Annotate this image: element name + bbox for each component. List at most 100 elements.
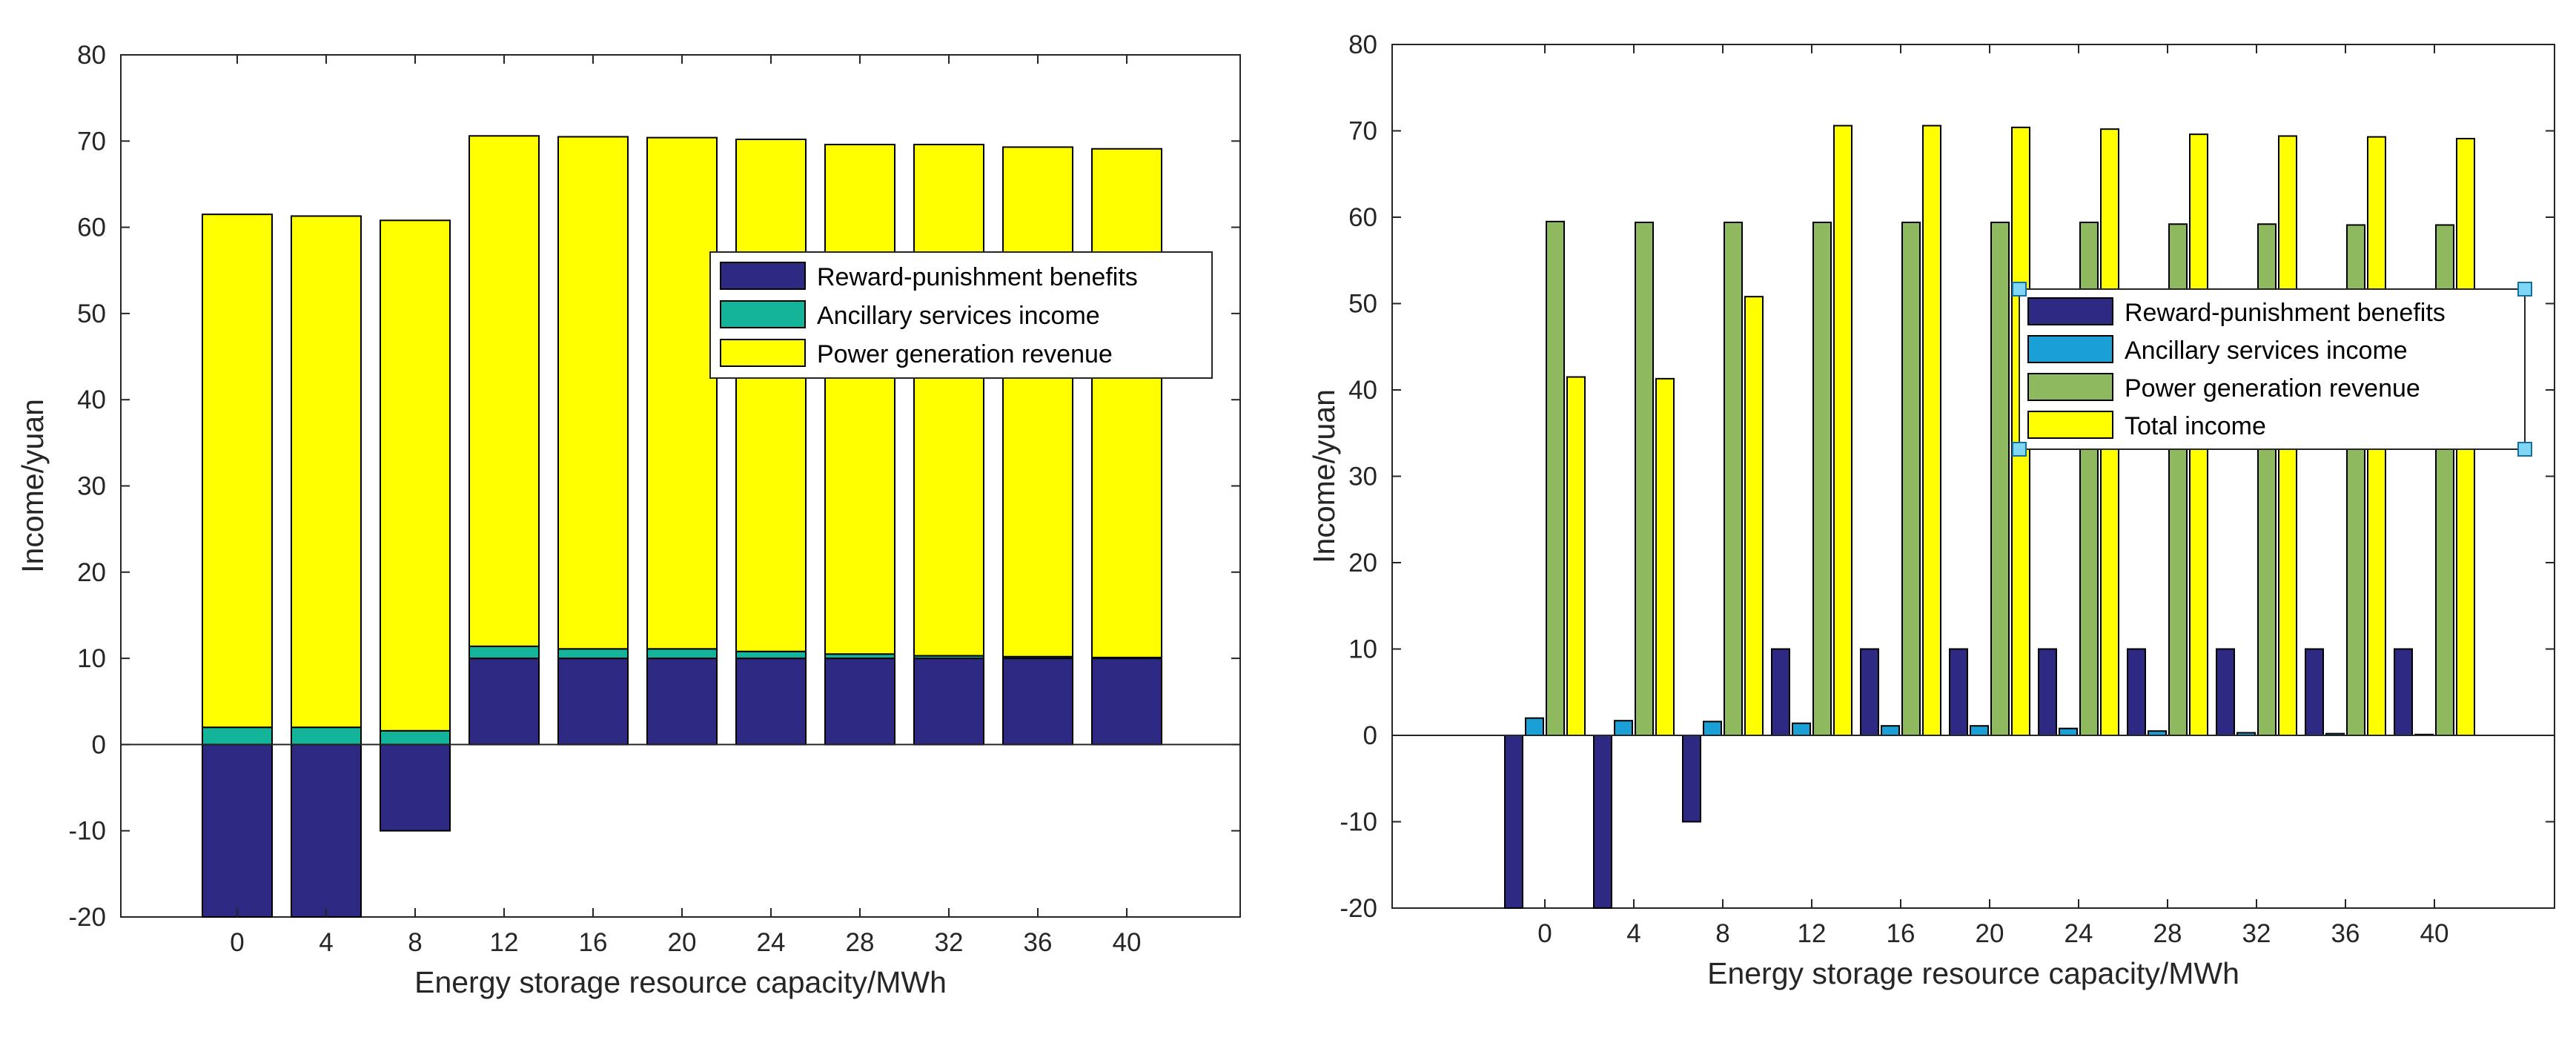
bar-ancillary-services-income-0 — [1525, 717, 1544, 737]
x-tick-label: 32 — [935, 928, 964, 957]
bar-reward-punishment-benefits-12 — [468, 658, 540, 746]
x-tick-label: 4 — [1626, 919, 1640, 948]
bar-power-generation-revenue-8 — [380, 219, 451, 732]
x-tick-label: 24 — [757, 928, 786, 957]
bar-reward-punishment-benefits-8 — [380, 744, 451, 832]
bar-power-generation-revenue-20 — [646, 136, 718, 650]
bar-total-income-12 — [1833, 125, 1852, 736]
legend-swatch-power-generation-revenue — [2027, 373, 2113, 401]
bar-reward-punishment-benefits-28 — [824, 658, 895, 746]
bar-ancillary-services-income-4 — [291, 726, 362, 746]
y-tick-label: -10 — [68, 817, 106, 846]
bar-reward-punishment-benefits-12 — [1771, 648, 1790, 736]
legend-label-ancillary-services-income: Ancillary services income — [2125, 337, 2408, 365]
x-tick-label: 16 — [1887, 919, 1916, 948]
bar-power-generation-revenue-20 — [1990, 221, 2010, 736]
legend-selection-handle — [2012, 282, 2027, 297]
x-tick-label: 0 — [1537, 919, 1552, 948]
y-tick-label: 20 — [77, 558, 106, 587]
bar-power-generation-revenue-0 — [1546, 220, 1565, 736]
y-tick-label: 40 — [77, 385, 106, 414]
x-tick-label: 24 — [2065, 919, 2093, 948]
x-axis-label: Energy storage resource capacity/MWh — [414, 965, 947, 999]
x-tick-label: 20 — [668, 928, 697, 957]
bar-reward-punishment-benefits-0 — [202, 744, 273, 918]
y-tick-label: 70 — [1348, 117, 1377, 146]
bar-power-generation-revenue-36 — [1002, 146, 1073, 658]
x-axis-label: Energy storage resource capacity/MWh — [1707, 956, 2239, 990]
bar-reward-punishment-benefits-40 — [2394, 648, 2413, 736]
bar-total-income-4 — [1655, 377, 1675, 736]
x-tick-label: 32 — [2242, 919, 2271, 948]
bar-reward-punishment-benefits-0 — [1504, 735, 1523, 909]
x-tick-label: 36 — [2331, 919, 2360, 948]
legend-selection-handle — [2517, 442, 2532, 457]
bar-ancillary-services-income-24 — [735, 650, 807, 660]
y-tick-label: 50 — [77, 299, 106, 328]
bar-ancillary-services-income-0 — [202, 726, 273, 746]
y-tick-label: 0 — [1363, 721, 1377, 750]
legend-swatch-reward-punishment-benefits — [2027, 297, 2113, 325]
bar-ancillary-services-income-4 — [1614, 720, 1633, 737]
legend-label-ancillary-services-income: Ancillary services income — [817, 302, 1100, 330]
y-axis-label: Income/yuan — [16, 399, 50, 573]
bar-power-generation-revenue-24 — [735, 138, 807, 652]
legend-selection-handle — [2517, 282, 2532, 297]
bar-reward-punishment-benefits-4 — [291, 744, 362, 918]
legend-selection-handle — [2012, 442, 2027, 457]
y-tick-label: 80 — [1348, 30, 1377, 59]
bar-reward-punishment-benefits-4 — [1593, 735, 1612, 909]
bar-ancillary-services-income-24 — [2059, 727, 2078, 736]
bar-reward-punishment-benefits-36 — [2305, 648, 2324, 736]
bar-power-generation-revenue-16 — [1901, 221, 1921, 736]
bar-ancillary-services-income-8 — [1703, 721, 1722, 736]
y-tick-label: 10 — [77, 644, 106, 673]
legend-label-reward-punishment-benefits: Reward-punishment benefits — [817, 263, 1138, 291]
bar-reward-punishment-benefits-20 — [646, 658, 718, 746]
legend-swatch-power-generation-revenue — [720, 339, 806, 367]
y-axis-label: Income/yuan — [1307, 389, 1341, 563]
bar-ancillary-services-income-20 — [646, 648, 718, 660]
bar-reward-punishment-benefits-8 — [1682, 735, 1701, 823]
y-tick-label: 70 — [77, 127, 106, 156]
bar-power-generation-revenue-16 — [557, 136, 629, 650]
y-tick-label: 80 — [77, 41, 106, 70]
bar-power-generation-revenue-0 — [202, 213, 273, 729]
y-tick-label: 60 — [1348, 203, 1377, 232]
x-tick-label: 12 — [490, 928, 519, 957]
x-tick-label: 0 — [230, 928, 244, 957]
bar-ancillary-services-income-8 — [380, 729, 451, 746]
bar-reward-punishment-benefits-20 — [1949, 648, 1968, 736]
bar-power-generation-revenue-4 — [1635, 221, 1654, 736]
bar-power-generation-revenue-12 — [468, 135, 540, 647]
x-tick-label: 12 — [1798, 919, 1827, 948]
bar-power-generation-revenue-12 — [1812, 221, 1832, 736]
legend-swatch-total-income — [2027, 411, 2113, 439]
bar-ancillary-services-income-16 — [1881, 725, 1900, 736]
bar-total-income-8 — [1744, 296, 1764, 736]
bar-power-generation-revenue-28 — [824, 143, 895, 655]
legend-swatch-ancillary-services-income — [2027, 335, 2113, 363]
right-grouped-bar-chart: -20 -10 0 10 20 30 40 50 60 70 80 0 4 8 12 16 20 24 28 32 36… — [1307, 30, 2555, 990]
legend-label-power-generation-revenue: Power generation revenue — [2125, 374, 2420, 403]
y-tick-label: 20 — [1348, 549, 1377, 577]
bar-power-generation-revenue-40 — [1091, 148, 1162, 658]
bar-ancillary-services-income-12 — [468, 645, 540, 660]
bar-reward-punishment-benefits-16 — [557, 658, 629, 746]
bar-power-generation-revenue-8 — [1724, 221, 1743, 736]
legend-label-power-generation-revenue: Power generation revenue — [817, 340, 1113, 368]
x-tick-label: 28 — [846, 928, 875, 957]
bar-ancillary-services-income-12 — [1792, 722, 1811, 737]
legend-label-reward-punishment-benefits: Reward-punishment benefits — [2125, 299, 2446, 327]
legend-label-total-income: Total income — [2125, 412, 2266, 440]
x-tick-label: 20 — [1976, 919, 2004, 948]
x-tick-label: 8 — [1715, 919, 1729, 948]
bar-reward-punishment-benefits-40 — [1091, 658, 1162, 746]
x-tick-label: 16 — [579, 928, 608, 957]
bar-power-generation-revenue-4 — [291, 215, 362, 729]
legend-swatch-ancillary-services-income — [720, 300, 806, 328]
x-tick-label: 4 — [319, 928, 333, 957]
x-tick-label: 28 — [2153, 919, 2182, 948]
bar-power-generation-revenue-32 — [913, 143, 984, 657]
